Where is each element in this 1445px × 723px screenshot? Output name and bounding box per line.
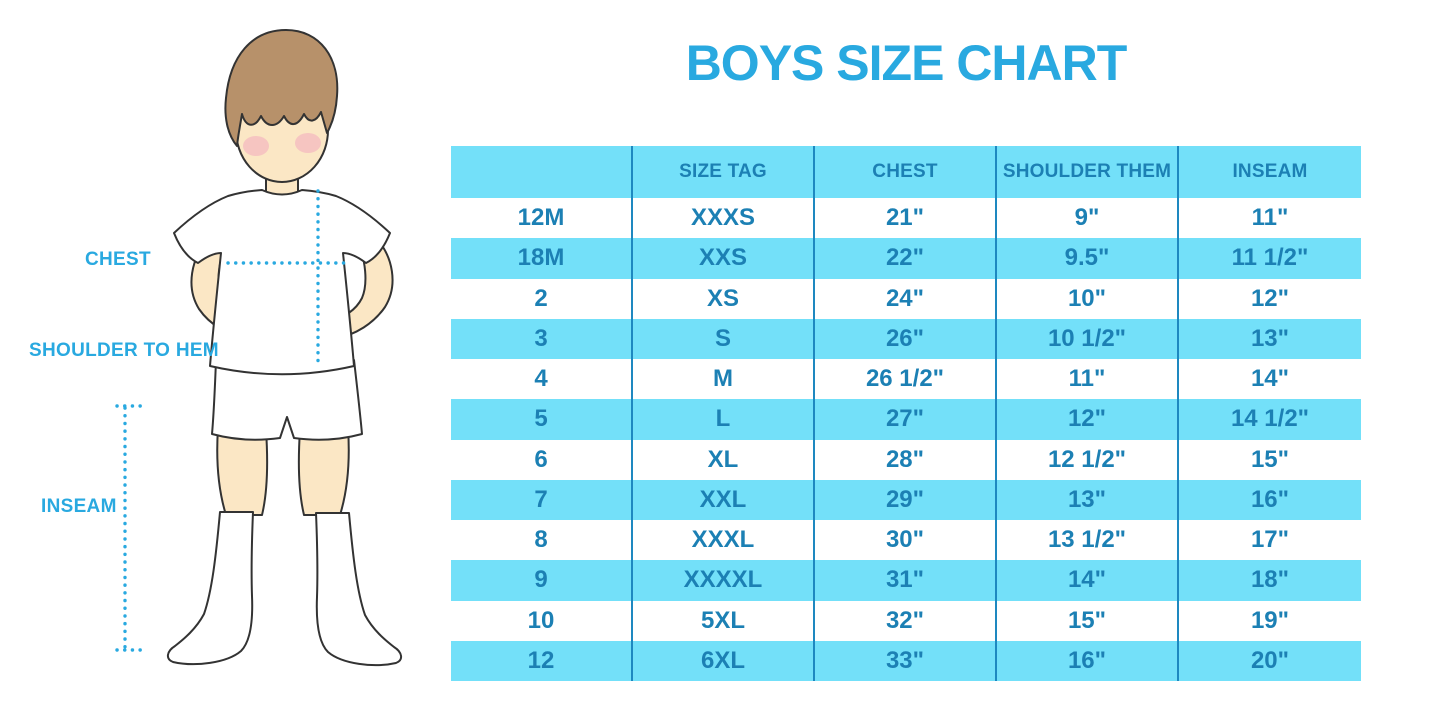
cell-inseam: 14 1/2"	[1179, 399, 1361, 440]
header-cell-chest: CHEST	[815, 146, 997, 198]
cell-inseam: 14"	[1179, 359, 1361, 400]
chest-label: CHEST	[85, 249, 151, 270]
cell-chest: 24"	[815, 278, 997, 319]
cell-chest: 31"	[815, 560, 997, 601]
cell-shoulder: 9"	[997, 198, 1179, 239]
boy-hair	[224, 29, 339, 147]
cell-chest: 26"	[815, 318, 997, 359]
header-cell-empty	[451, 146, 633, 198]
boy-figure-illustration	[115, 29, 402, 667]
cell-shoulder: 13"	[997, 479, 1179, 520]
header-cell-inseam: INSEAM	[1179, 146, 1361, 198]
cell-size-tag: XXXXL	[633, 560, 815, 601]
cell-size-tag: 6XL	[633, 640, 815, 681]
cell-chest: 32"	[815, 600, 997, 641]
cell-size-tag: 5XL	[633, 600, 815, 641]
cell-size: 12M	[451, 198, 633, 239]
cell-inseam: 17"	[1179, 520, 1361, 561]
cell-size: 18M	[451, 238, 633, 279]
boy-left-leg	[216, 427, 269, 516]
cell-inseam: 19"	[1179, 600, 1361, 641]
header-cell-shoulder: SHOULDER THEM	[997, 146, 1179, 198]
cell-size: 12	[451, 640, 633, 681]
boy-left-cheek	[243, 136, 269, 156]
cell-shoulder: 9.5"	[997, 238, 1179, 279]
cell-inseam: 11"	[1179, 198, 1361, 239]
cell-size: 10	[451, 600, 633, 641]
inseam-label: INSEAM	[41, 496, 117, 517]
boy-right-leg	[297, 427, 350, 516]
page-title: BOYS SIZE CHART	[685, 35, 1128, 91]
cell-shoulder: 14"	[997, 560, 1179, 601]
cell-chest: 21"	[815, 198, 997, 239]
boy-shorts	[211, 359, 363, 441]
cell-shoulder: 16"	[997, 640, 1179, 681]
cell-size-tag: XS	[633, 278, 815, 319]
cell-inseam: 15"	[1179, 439, 1361, 480]
boy-right-sock	[315, 512, 402, 667]
cell-shoulder: 10 1/2"	[997, 318, 1179, 359]
cell-inseam: 12"	[1179, 278, 1361, 319]
cell-shoulder: 12 1/2"	[997, 439, 1179, 480]
shoulder-to-hem-label: SHOULDER TO HEM	[29, 340, 219, 361]
cell-chest: 33"	[815, 640, 997, 681]
cell-size: 4	[451, 359, 633, 400]
cell-inseam: 13"	[1179, 318, 1361, 359]
cell-shoulder: 13 1/2"	[997, 520, 1179, 561]
cell-chest: 26 1/2"	[815, 359, 997, 400]
cell-size-tag: XL	[633, 439, 815, 480]
boy-tshirt	[173, 189, 391, 376]
cell-size: 5	[451, 399, 633, 440]
cell-inseam: 20"	[1179, 640, 1361, 681]
cell-shoulder: 15"	[997, 600, 1179, 641]
cell-shoulder: 10"	[997, 278, 1179, 319]
cell-chest: 27"	[815, 399, 997, 440]
cell-chest: 29"	[815, 479, 997, 520]
cell-size: 3	[451, 318, 633, 359]
cell-size: 8	[451, 520, 633, 561]
cell-shoulder: 12"	[997, 399, 1179, 440]
boy-right-cheek	[295, 133, 321, 153]
cell-size-tag: XXXS	[633, 198, 815, 239]
size-table: SIZE TAG CHEST SHOULDER THEM INSEAM 12M …	[451, 146, 1361, 681]
cell-size-tag: L	[633, 399, 815, 440]
cell-chest: 30"	[815, 520, 997, 561]
cell-size-tag: XXL	[633, 479, 815, 520]
cell-size-tag: M	[633, 359, 815, 400]
cell-size-tag: XXXL	[633, 520, 815, 561]
cell-shoulder: 11"	[997, 359, 1179, 400]
cell-size: 7	[451, 479, 633, 520]
cell-size: 2	[451, 278, 633, 319]
cell-size-tag: XXS	[633, 238, 815, 279]
cell-size: 9	[451, 560, 633, 601]
cell-inseam: 11 1/2"	[1179, 238, 1361, 279]
cell-inseam: 18"	[1179, 560, 1361, 601]
cell-chest: 22"	[815, 238, 997, 279]
cell-chest: 28"	[815, 439, 997, 480]
cell-size: 6	[451, 439, 633, 480]
boy-left-sock	[167, 511, 254, 666]
header-cell-size-tag: SIZE TAG	[633, 146, 815, 198]
cell-size-tag: S	[633, 318, 815, 359]
cell-inseam: 16"	[1179, 479, 1361, 520]
